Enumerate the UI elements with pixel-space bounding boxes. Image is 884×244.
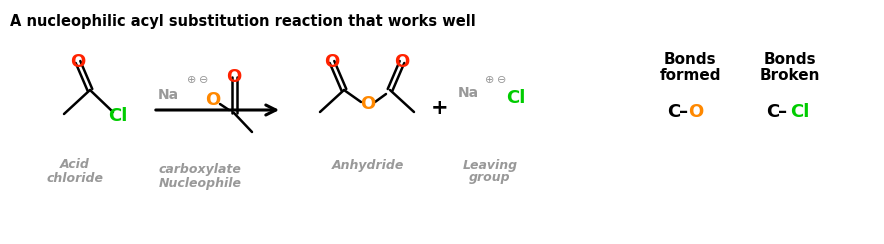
Text: O: O bbox=[689, 103, 704, 121]
Text: O: O bbox=[205, 91, 221, 109]
Text: C: C bbox=[667, 103, 681, 121]
Text: Nucleophile: Nucleophile bbox=[158, 176, 241, 190]
Text: Cl: Cl bbox=[507, 89, 526, 107]
Text: chloride: chloride bbox=[47, 172, 103, 184]
Text: –: – bbox=[779, 103, 788, 121]
Text: +: + bbox=[431, 98, 449, 118]
Text: ⊖: ⊖ bbox=[199, 75, 209, 85]
Text: O: O bbox=[394, 53, 409, 71]
Text: Bonds: Bonds bbox=[764, 52, 816, 68]
Text: ⊖: ⊖ bbox=[498, 75, 507, 85]
Text: O: O bbox=[226, 68, 241, 86]
Text: O: O bbox=[324, 53, 339, 71]
Text: Na: Na bbox=[157, 88, 179, 102]
Text: Cl: Cl bbox=[109, 107, 127, 125]
Text: Cl: Cl bbox=[790, 103, 810, 121]
Text: Bonds: Bonds bbox=[664, 52, 716, 68]
Text: O: O bbox=[361, 95, 376, 113]
Text: formed: formed bbox=[659, 69, 720, 83]
Text: group: group bbox=[469, 172, 511, 184]
Text: Broken: Broken bbox=[759, 69, 820, 83]
Text: O: O bbox=[71, 53, 86, 71]
Text: Na: Na bbox=[457, 86, 478, 100]
Text: A nucleophilic acyl substitution reaction that works well: A nucleophilic acyl substitution reactio… bbox=[10, 14, 476, 29]
Text: Acid: Acid bbox=[60, 159, 90, 172]
Text: C: C bbox=[766, 103, 780, 121]
Text: Leaving: Leaving bbox=[462, 159, 517, 172]
Text: ⊕: ⊕ bbox=[187, 75, 196, 85]
Text: Anhydride: Anhydride bbox=[332, 159, 404, 172]
Text: ⊕: ⊕ bbox=[485, 75, 495, 85]
Text: carboxylate: carboxylate bbox=[158, 163, 241, 176]
Text: –: – bbox=[680, 103, 689, 121]
